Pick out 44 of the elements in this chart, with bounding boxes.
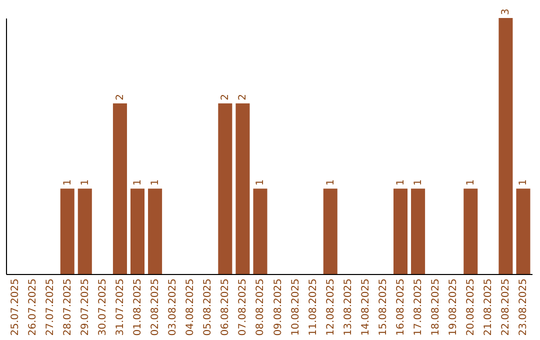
data-label: 1 — [396, 179, 406, 186]
x-tick-label: 29.07.2025 — [80, 278, 91, 336]
x-tick-label: 01.08.2025 — [132, 278, 144, 336]
x-tick-label: 15.08.2025 — [378, 278, 389, 336]
x-tick-label: 28.07.2025 — [62, 278, 74, 336]
x-tick-label: 30.07.2025 — [97, 278, 108, 336]
x-tick-label: 18.08.2025 — [430, 278, 442, 336]
x-tick-label: 16.08.2025 — [396, 278, 406, 336]
x-tick-label: 03.08.2025 — [168, 278, 179, 336]
data-label: 1 — [255, 179, 266, 186]
data-label: 3 — [500, 8, 512, 15]
x-tick-label: 04.08.2025 — [185, 278, 196, 336]
x-tick-label: 25.07.2025 — [10, 278, 21, 336]
x-tick-label: 05.08.2025 — [202, 278, 214, 336]
x-tick-label: 09.08.2025 — [272, 278, 284, 336]
data-label: 1 — [150, 179, 162, 186]
data-label: 2 — [238, 94, 249, 100]
data-label: 2 — [114, 94, 126, 100]
x-tick-label: 23.08.2025 — [518, 278, 530, 336]
x-tick-label: 17.08.2025 — [413, 278, 424, 336]
x-tick-label: 19.08.2025 — [448, 278, 460, 336]
x-tick-label: 02.08.2025 — [150, 278, 162, 336]
x-tick-label: 31.07.2025 — [114, 278, 126, 336]
data-label: 2 — [220, 94, 232, 100]
x-tick-label: 06.08.2025 — [220, 278, 232, 336]
x-tick-label: 11.08.2025 — [308, 278, 319, 336]
data-label: 1 — [325, 179, 336, 186]
x-tick-label: 13.08.2025 — [342, 278, 354, 336]
x-tick-label: 22.08.2025 — [500, 278, 512, 336]
data-label: 1 — [466, 179, 477, 186]
data-label: 1 — [413, 179, 424, 186]
data-label: 1 — [80, 179, 91, 186]
x-tick-label: 27.07.2025 — [44, 278, 56, 336]
data-label: 1 — [518, 179, 530, 186]
x-tick-label: 07.08.2025 — [238, 278, 249, 336]
x-tick-label: 10.08.2025 — [290, 278, 302, 336]
x-tick-label: 14.08.2025 — [360, 278, 372, 336]
x-tick-label: 08.08.2025 — [255, 278, 266, 336]
data-label: 1 — [132, 179, 144, 186]
x-tick-label: 26.07.2025 — [27, 278, 38, 336]
x-tick-label: 21.08.2025 — [483, 278, 494, 336]
x-tick-label: 12.08.2025 — [325, 278, 336, 336]
x-tick-label: 20.08.2025 — [466, 278, 477, 336]
data-label: 1 — [62, 179, 74, 186]
